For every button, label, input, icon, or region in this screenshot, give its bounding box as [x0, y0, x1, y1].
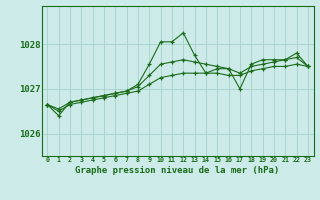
X-axis label: Graphe pression niveau de la mer (hPa): Graphe pression niveau de la mer (hPa): [76, 166, 280, 175]
